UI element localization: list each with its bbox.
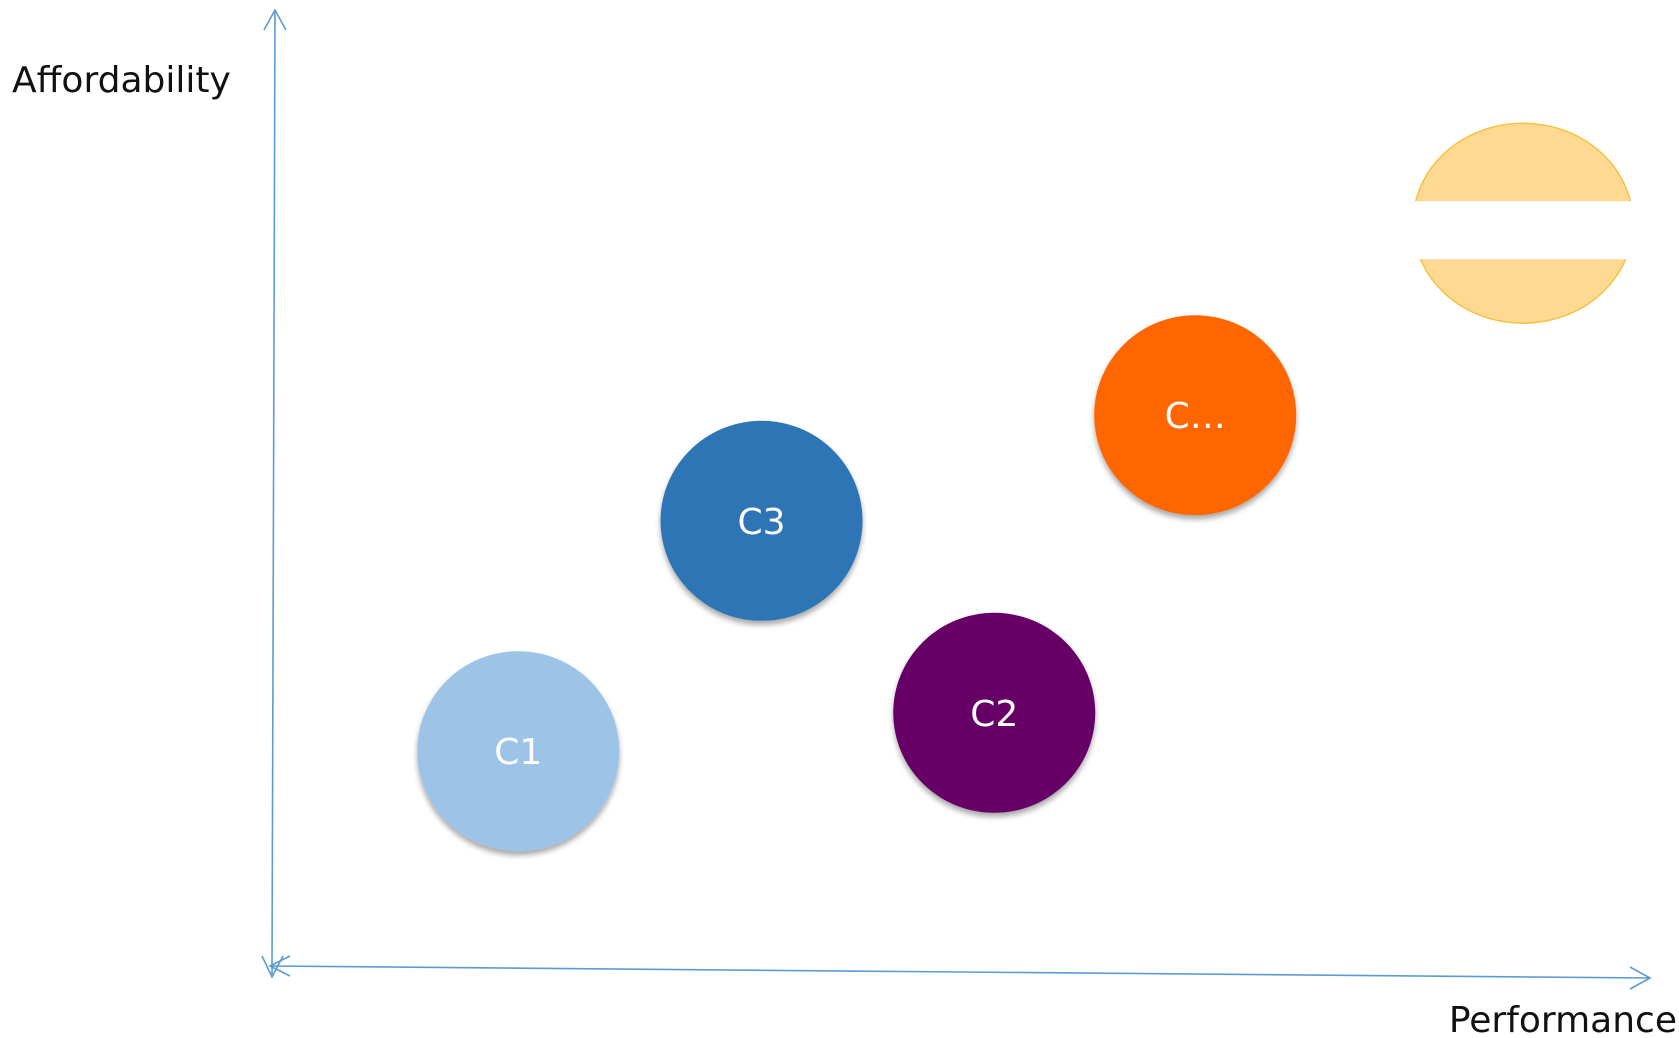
bubble-c2-label: C2: [970, 694, 1018, 735]
occluding-band: [1405, 201, 1642, 260]
bubbles: C1 C3 C2 C…: [417, 122, 1642, 852]
origin-arrowhead-down: [261, 955, 284, 979]
y-axis-title: Affordability: [12, 60, 231, 101]
bubble-c3-label: C3: [738, 502, 786, 543]
x-axis-line: [269, 965, 1651, 979]
bubble-c4-shape: [1094, 315, 1297, 516]
axes: [261, 8, 1652, 990]
bubble-c4-label: C…: [1165, 396, 1226, 437]
bubble-c3-shape: [660, 420, 863, 621]
bubble-c5: [1405, 122, 1642, 324]
x-axis-arrowhead: [1629, 966, 1652, 990]
bubble-c3: C3: [660, 420, 863, 621]
bubble-c2-shape: [893, 612, 1096, 813]
y-axis-line: [271, 11, 276, 976]
bubble-c4: C…: [1094, 315, 1297, 516]
bubble-c1-label: C1: [494, 732, 542, 773]
y-axis-arrowhead: [263, 8, 287, 31]
x-axis-title: Performance: [1449, 1000, 1677, 1038]
origin-arrowhead-left: [268, 955, 291, 977]
bubble-c1-shape: [417, 651, 620, 852]
bubble-c1: C1: [417, 651, 620, 852]
bubble-c2: C2: [893, 612, 1096, 813]
